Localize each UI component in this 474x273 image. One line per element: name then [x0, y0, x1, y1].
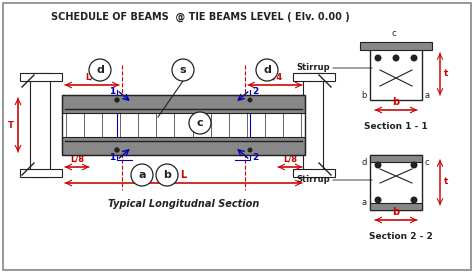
- Bar: [370, 155, 422, 210]
- Text: T: T: [8, 120, 14, 129]
- Text: 1: 1: [109, 153, 115, 162]
- Text: a: a: [362, 198, 367, 207]
- Bar: [62, 137, 305, 155]
- Circle shape: [115, 147, 119, 153]
- Text: c: c: [392, 29, 396, 38]
- Text: Stirrup: Stirrup: [296, 176, 330, 185]
- Text: SCHEDULE OF BEAMS  @ TIE BEAMS LEVEL ( Elv. 0.00 ): SCHEDULE OF BEAMS @ TIE BEAMS LEVEL ( El…: [51, 12, 349, 22]
- Circle shape: [374, 55, 382, 61]
- Text: 1: 1: [109, 88, 115, 96]
- Text: t: t: [444, 177, 448, 186]
- Circle shape: [189, 112, 211, 134]
- Text: L/8: L/8: [283, 155, 297, 164]
- Bar: [20, 169, 62, 177]
- Text: L/4: L/4: [85, 73, 99, 82]
- Text: Section 1 - 1: Section 1 - 1: [364, 122, 428, 131]
- Bar: [370, 155, 422, 162]
- Text: L/8: L/8: [70, 155, 84, 164]
- Text: c: c: [197, 118, 203, 128]
- Circle shape: [410, 55, 418, 61]
- Text: Section 2 - 2: Section 2 - 2: [369, 232, 433, 241]
- Bar: [303, 73, 323, 177]
- Circle shape: [172, 59, 194, 81]
- Text: b: b: [392, 207, 400, 217]
- Bar: [370, 48, 422, 100]
- Text: t: t: [444, 70, 448, 79]
- Text: c: c: [425, 158, 429, 167]
- Bar: [62, 95, 305, 155]
- Text: Typical Longitudnal Section: Typical Longitudnal Section: [108, 199, 259, 209]
- Circle shape: [115, 147, 119, 153]
- Text: L: L: [181, 170, 187, 180]
- Circle shape: [115, 97, 119, 102]
- Text: d: d: [263, 65, 271, 75]
- Bar: [293, 73, 335, 81]
- Circle shape: [156, 164, 178, 186]
- Text: d: d: [362, 158, 367, 167]
- Text: b: b: [392, 97, 400, 107]
- Circle shape: [410, 197, 418, 203]
- Bar: [62, 95, 305, 113]
- Circle shape: [247, 97, 253, 102]
- Circle shape: [256, 59, 278, 81]
- Text: Stirrup: Stirrup: [296, 64, 330, 73]
- Bar: [62, 113, 305, 137]
- Circle shape: [374, 162, 382, 168]
- Circle shape: [392, 55, 400, 61]
- Circle shape: [247, 147, 253, 153]
- Text: b: b: [163, 170, 171, 180]
- Bar: [30, 73, 50, 177]
- Text: s: s: [180, 65, 186, 75]
- Circle shape: [410, 162, 418, 168]
- Text: 2: 2: [252, 88, 258, 96]
- Text: a: a: [425, 91, 430, 99]
- Text: d: d: [96, 65, 104, 75]
- Bar: [360, 42, 432, 50]
- Bar: [370, 203, 422, 210]
- Bar: [293, 169, 335, 177]
- Text: b: b: [362, 91, 367, 99]
- Text: 2: 2: [252, 153, 258, 162]
- Circle shape: [89, 59, 111, 81]
- Circle shape: [374, 197, 382, 203]
- Text: a: a: [138, 170, 146, 180]
- Bar: [20, 73, 62, 81]
- Circle shape: [115, 97, 119, 102]
- Circle shape: [131, 164, 153, 186]
- Text: L/4: L/4: [268, 73, 282, 82]
